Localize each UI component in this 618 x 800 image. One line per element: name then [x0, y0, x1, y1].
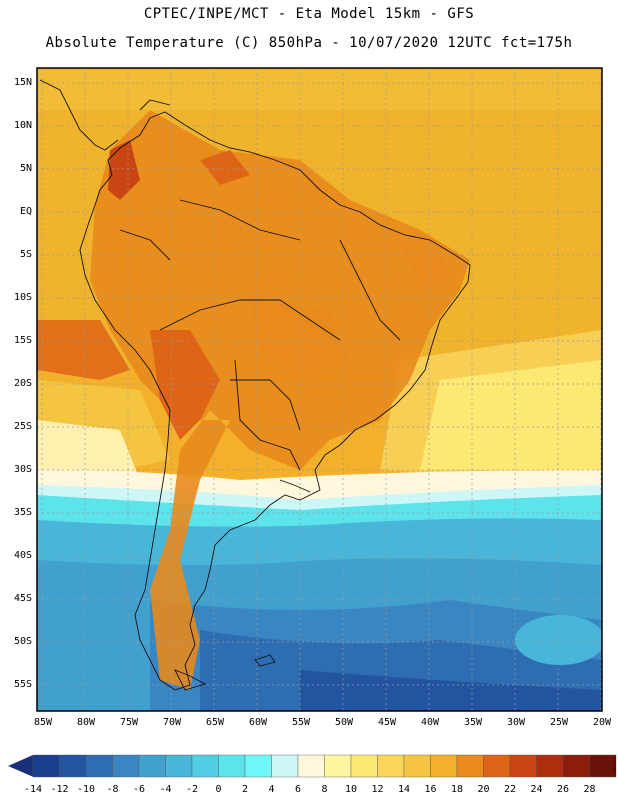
colorbar-swatch	[165, 754, 193, 778]
lat-label: 5S	[19, 249, 32, 260]
colorbar-label: -14	[23, 784, 43, 795]
lat-label: 40S	[13, 550, 32, 561]
lat-label: 25S	[13, 421, 32, 432]
lat-label: 55S	[13, 679, 32, 690]
colorbar-label: 2	[241, 784, 249, 795]
colorbar-swatch	[403, 754, 431, 778]
lon-label: 65W	[205, 717, 225, 728]
map-title: CPTEC/INPE/MCT - Eta Model 15km - GFS	[143, 6, 475, 22]
colorbar-swatch	[191, 754, 219, 778]
lon-label: 30W	[506, 717, 526, 728]
colorbar-label: -8	[106, 784, 119, 795]
lat-label: 15N	[13, 77, 32, 88]
lat-label: 10S	[13, 292, 32, 303]
colorbar-swatch	[85, 754, 113, 778]
colorbar-label: 24	[530, 784, 543, 795]
colorbar-label: 16	[424, 784, 437, 795]
colorbar-swatch	[350, 754, 378, 778]
lon-label: 85W	[33, 717, 53, 728]
lon-label: 25W	[549, 717, 569, 728]
colorbar-swatch	[509, 754, 537, 778]
lat-label: 20S	[13, 378, 32, 389]
lon-label: 70W	[162, 717, 182, 728]
colorbar-label: 20	[477, 784, 490, 795]
lon-label: 80W	[76, 717, 96, 728]
lat-label: 10N	[13, 120, 32, 131]
lon-label: 75W	[119, 717, 139, 728]
colorbar	[8, 754, 617, 778]
lat-label: 50S	[13, 636, 32, 647]
colorbar-label: -4	[159, 784, 172, 795]
coastlines	[39, 79, 471, 691]
colorbar-swatch	[112, 754, 140, 778]
colorbar-swatch	[59, 754, 87, 778]
colorbar-swatch	[536, 754, 564, 778]
colorbar-swatch	[430, 754, 458, 778]
colorbar-swatch	[218, 754, 246, 778]
colorbar-label: 4	[268, 784, 275, 795]
colorbar-swatch	[377, 754, 405, 778]
lat-label: 5N	[19, 163, 32, 174]
lon-label: 40W	[420, 717, 440, 728]
colorbar-swatch	[271, 754, 299, 778]
colorbar-swatch	[297, 754, 325, 778]
lat-label: EQ	[19, 206, 32, 217]
colorbar-label: 22	[503, 784, 517, 795]
colorbar-label: -2	[185, 784, 199, 795]
colorbar-swatch	[138, 754, 166, 778]
graticule	[37, 68, 602, 711]
colorbar-label: -6	[132, 784, 146, 795]
colorbar-swatch	[324, 754, 352, 778]
colorbar-label: 14	[397, 784, 411, 795]
colorbar-swatch	[244, 754, 272, 778]
lon-label: 50W	[334, 717, 354, 728]
lon-label: 35W	[463, 717, 483, 728]
colorbar-label: 8	[321, 784, 328, 795]
colorbar-label: -12	[50, 784, 69, 795]
colorbar-swatch	[483, 754, 511, 778]
colorbar-label: 26	[556, 784, 570, 795]
map-frame	[36, 67, 603, 712]
colorbar-label: 0	[215, 784, 222, 795]
lon-label: 45W	[377, 717, 397, 728]
lon-label: 20W	[592, 717, 612, 728]
colorbar-label: 18	[450, 784, 464, 795]
lat-label: 15S	[13, 335, 32, 346]
lat-label: 35S	[13, 507, 32, 518]
temperature-field	[37, 68, 602, 711]
lon-label: 55W	[291, 717, 311, 728]
colorbar-label: -10	[76, 784, 96, 795]
colorbar-label: 10	[344, 784, 358, 795]
colorbar-swatch	[32, 754, 60, 778]
map-subtitle: Absolute Temperature (C) 850hPa - 10/07/…	[45, 35, 573, 51]
colorbar-left-arrow	[8, 755, 34, 777]
colorbar-swatch	[456, 754, 484, 778]
colorbar-swatch	[562, 754, 590, 778]
lon-label: 60W	[248, 717, 268, 728]
lat-label: 30S	[13, 464, 32, 475]
lat-label: 45S	[13, 593, 32, 604]
colorbar-right-arrow	[612, 755, 616, 777]
colorbar-label: 12	[371, 784, 384, 795]
colorbar-label: 28	[583, 784, 596, 795]
colorbar-label: 6	[294, 784, 302, 795]
